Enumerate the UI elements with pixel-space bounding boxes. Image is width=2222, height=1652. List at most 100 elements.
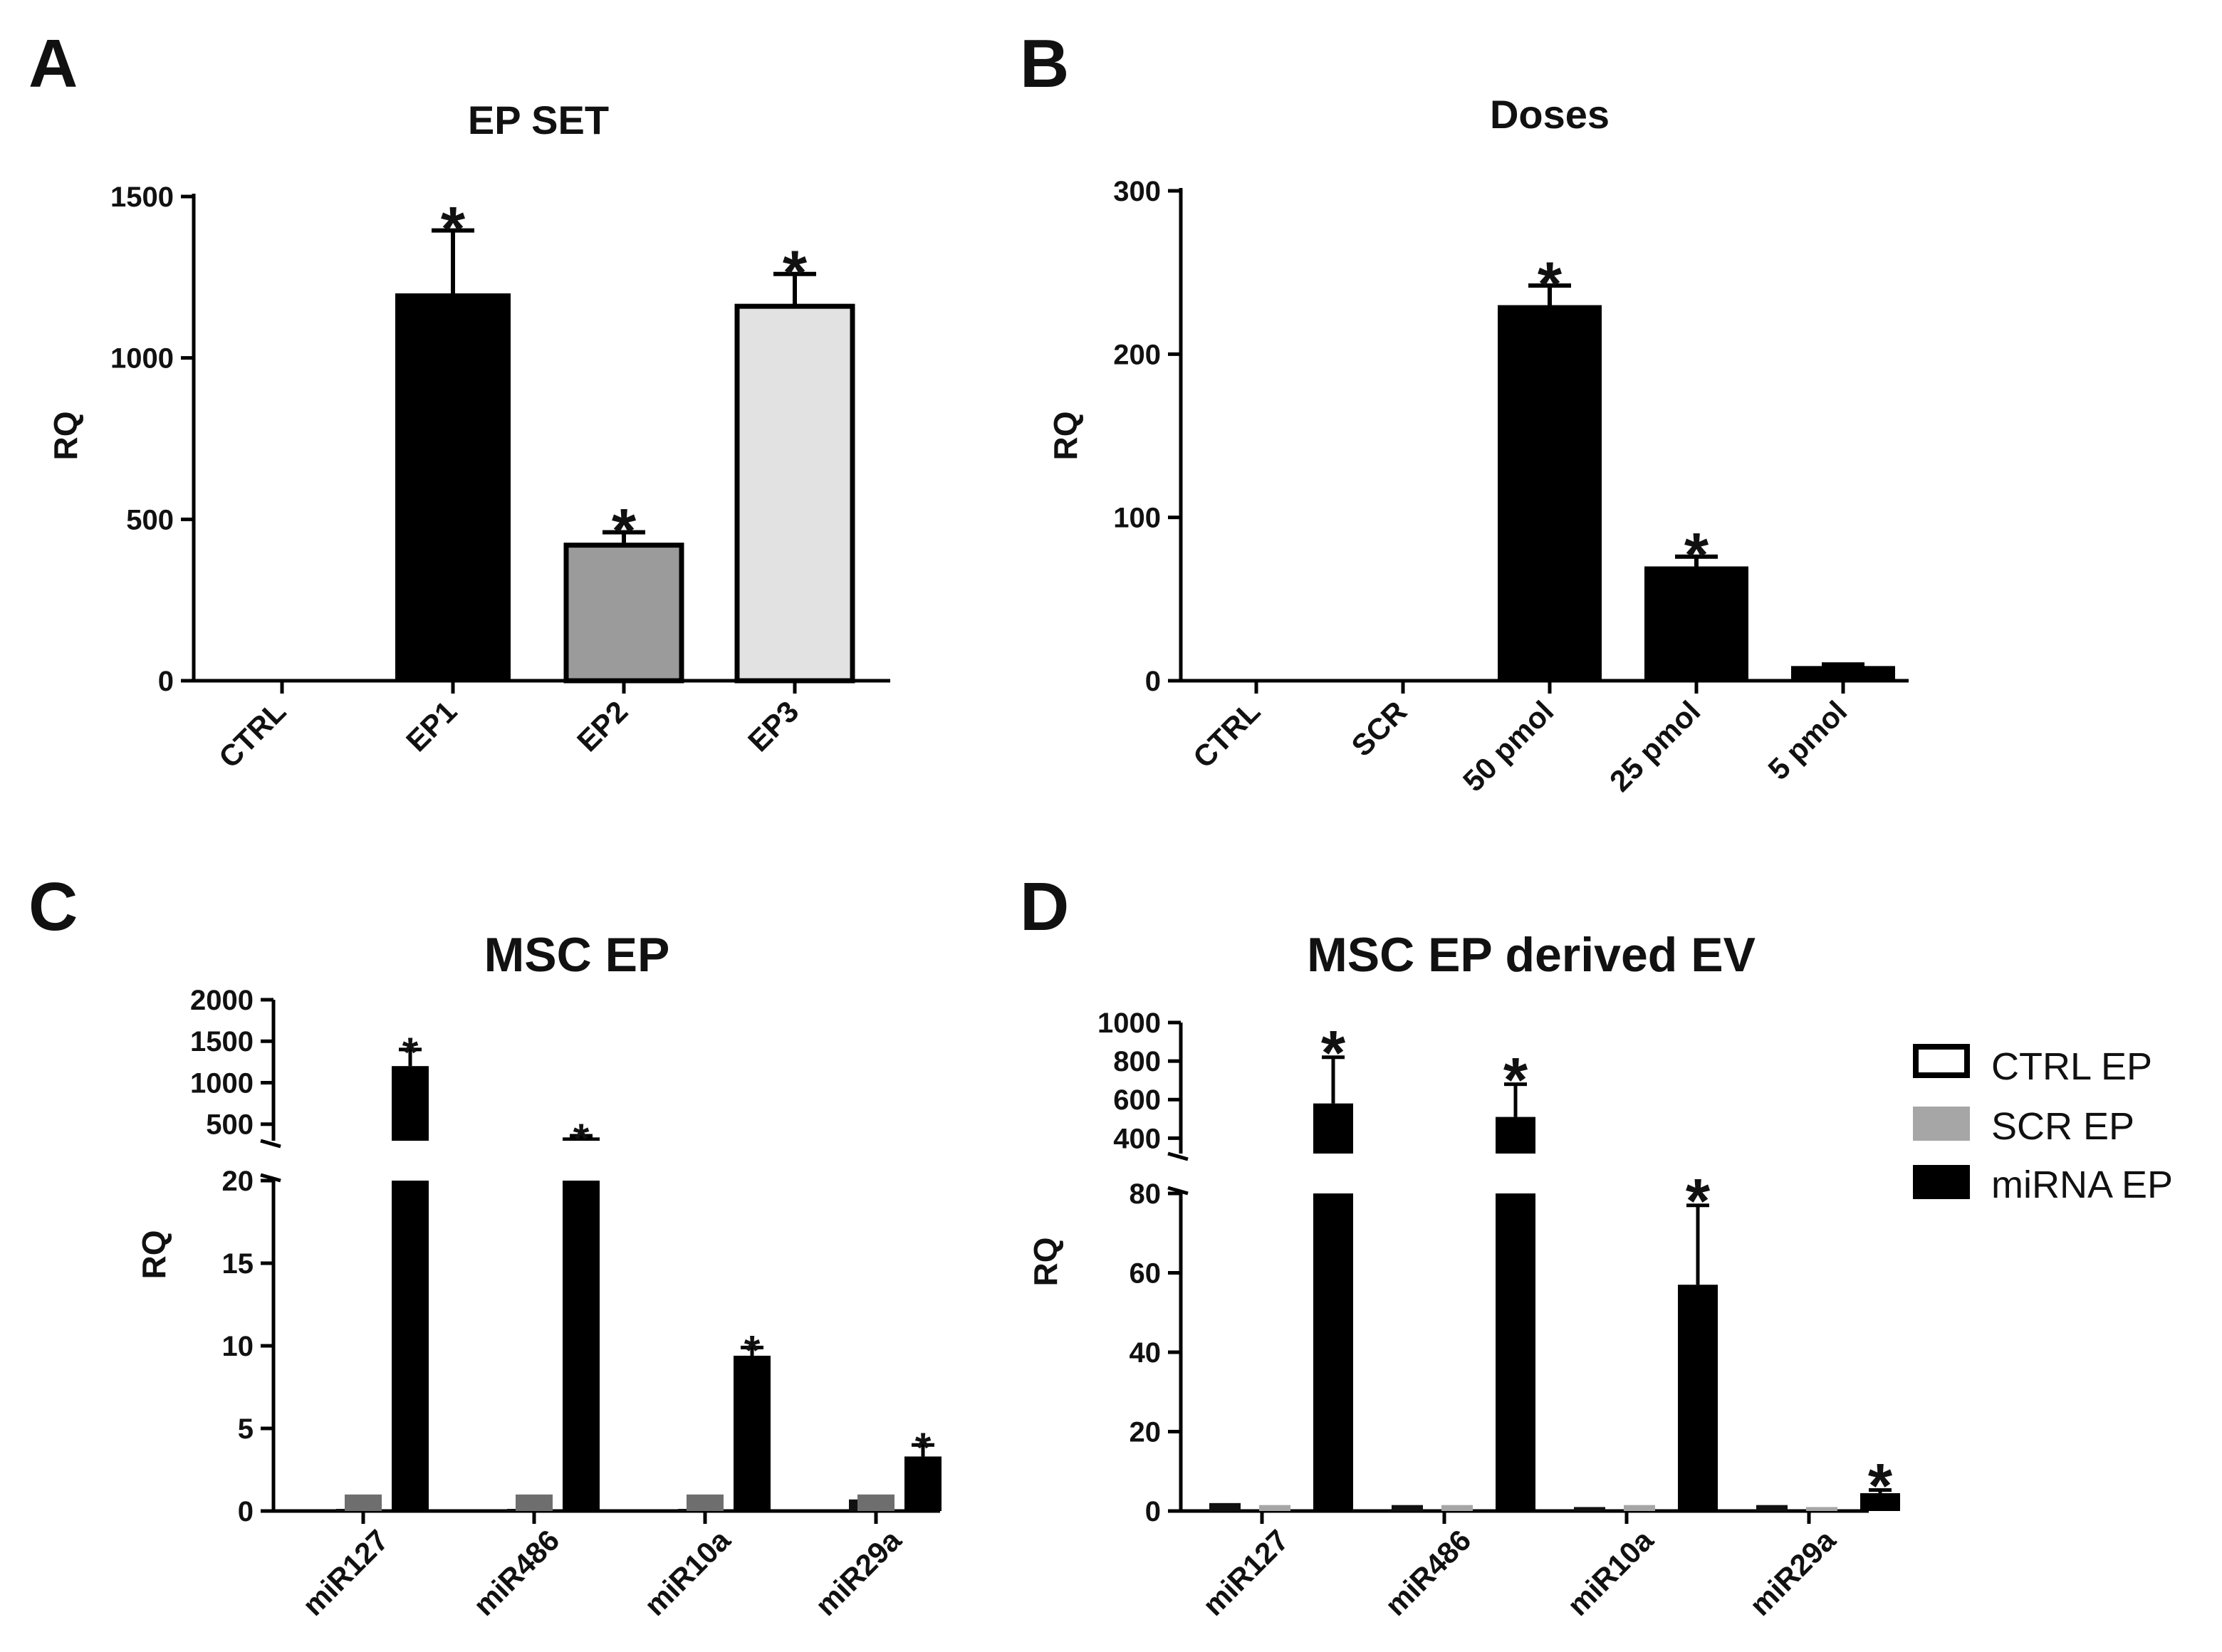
chart-a: 0 500 1000 1500 CTRL * EP1 * EP2 * EP3 (110, 182, 890, 775)
chart-a-significance-star: * (783, 237, 808, 308)
chart-a-category-label: EP3 (741, 694, 805, 758)
chart-b-title: Doses (1490, 92, 1610, 137)
chart-d-category-label: miR127 (1196, 1523, 1295, 1622)
chart-a-title: EP SET (468, 98, 609, 142)
chart-c-bar-mir127-scr-ep (345, 1494, 382, 1511)
legend-swatch-ctrl-ep (1913, 1044, 1970, 1078)
chart-b-category-label: SCR (1345, 694, 1413, 763)
chart-d-significance-star: * (1868, 1450, 1893, 1520)
chart-c-axis-break-mark (260, 1139, 281, 1149)
chart-c-bar-mir10a-scr-ep (687, 1494, 724, 1511)
chart-c-bar-mir29a-scr-ep (857, 1494, 894, 1511)
chart-c-y-tick-label: 1500 (190, 1026, 254, 1057)
chart-d-bar-mir486-ctrl-ep (1392, 1505, 1423, 1511)
legend-label-mirna-ep: miRNA EP (1991, 1164, 2173, 1206)
chart-b-y-tick-label: 300 (1113, 176, 1161, 207)
chart-d-bar-mir29a-ctrl-ep (1756, 1505, 1788, 1511)
chart-b-category-label: 25 pmol (1603, 694, 1706, 798)
chart-c-axis-break-mark (260, 1173, 281, 1183)
chart-a-bar-ep1 (395, 293, 511, 681)
chart-b-bar-scr (1351, 679, 1455, 681)
chart-a-significance-star: * (441, 194, 466, 264)
chart-c-category-label: miR127 (296, 1523, 395, 1622)
chart-d-category-label: miR486 (1378, 1523, 1477, 1622)
chart-a-ylabel: RQ (47, 412, 84, 461)
legend-swatch-scr-ep (1913, 1107, 1970, 1141)
chart-b: 0 100 200 300 CTRL SCR * 50 pmol * 25 pmol 5 pmol (1113, 176, 1909, 798)
chart-a-category-label: CTRL (212, 694, 292, 774)
chart-a-y-tick-label: 500 (126, 504, 174, 535)
chart-a-y-tick-label: 1000 (110, 343, 174, 375)
chart-d-title: MSC EP derived EV (1307, 928, 1756, 982)
chart-a-bar-ep3 (734, 303, 855, 684)
chart-b-y-tick-label: 200 (1113, 339, 1161, 370)
chart-d-bar-upper-mir127-mirna-ep (1313, 1103, 1353, 1154)
chart-c-significance-star: * (402, 1030, 419, 1076)
chart-b-category-label: 5 pmol (1761, 694, 1853, 786)
chart-d-y-tick-label: 600 (1113, 1084, 1161, 1116)
chart-b-significance-star: * (1684, 520, 1709, 590)
chart-c-bar-mir10a-mirna-ep (734, 1355, 771, 1511)
chart-d-y-tick-label: 20 (1130, 1417, 1162, 1448)
chart-d-significance-star: * (1321, 1018, 1346, 1088)
chart-d-bar-mir10a-scr-ep (1624, 1505, 1655, 1511)
chart-c-y-tick-label: 500 (206, 1109, 254, 1141)
chart-a-y-tick-label: 1500 (110, 182, 174, 213)
chart-d-bar-mir486-mirna-ep (1496, 1193, 1535, 1511)
chart-c-ylabel: RQ (135, 1230, 172, 1280)
chart-c-significance-star: * (573, 1116, 590, 1162)
chart-d-category-label: miR10a (1560, 1523, 1659, 1622)
chart-b-y-tick-label: 0 (1145, 666, 1161, 697)
chart-c-y-tick-label: 10 (222, 1331, 254, 1362)
chart-d-bar-mir10a-mirna-ep (1678, 1285, 1718, 1511)
chart-d-y-tick-label: 400 (1113, 1123, 1161, 1154)
chart-d: 0 20 40 60 80 400 600 800 1000 * miR127 * miR486 * miR… (1097, 1008, 1900, 1622)
chart-d-significance-star: * (1686, 1166, 1711, 1236)
chart-b-category-label: CTRL (1186, 694, 1266, 774)
chart-c-significance-star: * (744, 1327, 761, 1374)
chart-c-bar-upper-mir127-mirna-ep (392, 1066, 429, 1141)
chart-d-significance-star: * (1503, 1045, 1528, 1115)
chart-b-significance-star: * (1538, 249, 1563, 319)
chart-c-y-tick-label: 5 (238, 1413, 254, 1445)
chart-d-y-tick-label: 80 (1130, 1178, 1162, 1210)
chart-d-y-tick-label: 800 (1113, 1046, 1161, 1077)
chart-a-category-label: EP1 (400, 694, 463, 758)
chart-b-y-tick-label: 100 (1113, 503, 1161, 534)
chart-c-category-label: miR486 (466, 1523, 565, 1622)
chart-c-bar-mir127-mirna-ep (392, 1181, 429, 1511)
chart-b-category-label: 50 pmol (1456, 694, 1560, 798)
chart-b-ylabel: RQ (1047, 412, 1084, 461)
legend-label-ctrl-ep: CTRL EP (1991, 1045, 2152, 1088)
chart-b-bar-5-pmol (1791, 666, 1895, 681)
chart-c-bar-upper-mir486-mirna-ep (563, 1137, 600, 1141)
chart-d-bar-mir29a-mirna-ep (1860, 1492, 1900, 1511)
panel-letter-d: D (1020, 869, 1069, 945)
chart-d-axis-break-mark (1167, 1186, 1189, 1196)
chart-b-bar-ctrl (1204, 679, 1308, 681)
chart-c-y-tick-label: 20 (222, 1166, 254, 1197)
panel-letter-c: C (28, 869, 78, 945)
chart-c-category-label: miR10a (637, 1523, 736, 1622)
legend-label-scr-ep: SCR EP (1991, 1105, 2134, 1148)
chart-d-y-tick-label: 60 (1130, 1258, 1162, 1290)
chart-a-y-tick-label: 0 (158, 666, 174, 697)
chart-d-category-label: miR29a (1743, 1523, 1842, 1622)
chart-c-y-tick-label: 2000 (190, 985, 254, 1016)
panel-letter-b: B (1020, 26, 1069, 102)
chart-c-bar-mir29a-mirna-ep (904, 1456, 942, 1511)
legend: CTRL EP SCR EP miRNA EP (1913, 1044, 2173, 1206)
chart-d-y-tick-label: 0 (1145, 1496, 1161, 1527)
chart-a-category-label: EP2 (570, 694, 634, 758)
legend-swatch-mirna-ep (1913, 1165, 1970, 1199)
chart-c-y-tick-label: 1000 (190, 1067, 254, 1099)
chart-c-significance-star: * (915, 1425, 932, 1471)
chart-c-bar-mir486-scr-ep (516, 1494, 553, 1511)
chart-d-bar-mir127-ctrl-ep (1209, 1502, 1241, 1511)
chart-d-bar-upper-mir486-mirna-ep (1496, 1117, 1535, 1154)
chart-c-bar-mir486-mirna-ep (563, 1181, 600, 1511)
chart-c-y-tick-label: 15 (222, 1248, 254, 1280)
chart-d-y-tick-label: 1000 (1097, 1008, 1161, 1039)
chart-d-bar-mir486-scr-ep (1441, 1505, 1473, 1511)
